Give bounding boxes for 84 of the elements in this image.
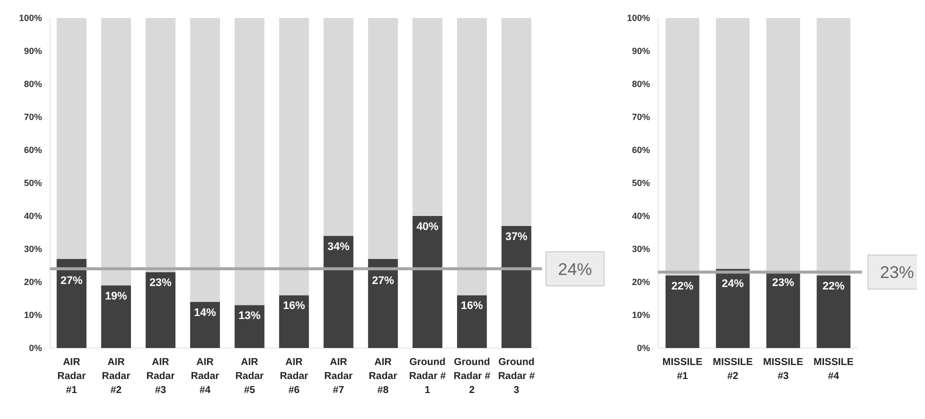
x-tick-label: AIR Radar #4	[190, 357, 220, 396]
data-label: 23%	[772, 277, 794, 290]
data-label: 19%	[105, 290, 128, 302]
ref-line-label: 23%	[880, 263, 914, 282]
data-label: 23%	[150, 277, 172, 290]
y-tick-label: 90%	[24, 46, 42, 56]
x-tick-label: Ground Radar # 2	[454, 357, 491, 396]
bar	[716, 268, 750, 348]
y-tick-label: 70%	[632, 112, 650, 122]
x-tick-label: MISSILE #2	[712, 357, 754, 382]
y-tick-label: 50%	[24, 178, 42, 188]
bar	[457, 295, 487, 348]
bar	[146, 18, 176, 272]
bar	[368, 18, 398, 259]
bar	[56, 18, 86, 259]
y-tick-label: 80%	[24, 79, 42, 90]
x-tick-label: AIR Radar #1	[57, 357, 86, 396]
x-tick-label: AIR Radar #8	[368, 357, 398, 396]
bar	[190, 302, 220, 348]
bar	[412, 18, 442, 216]
data-label: 37%	[505, 230, 528, 243]
bar	[324, 236, 354, 348]
y-tick-label: 60%	[632, 145, 650, 156]
y-tick-label: 30%	[632, 244, 650, 254]
y-tick-label: 90%	[632, 46, 650, 56]
data-label: 34%	[327, 240, 350, 253]
bar	[279, 295, 309, 348]
x-tick-label: MISSILE #3	[763, 357, 804, 382]
y-tick-label: 0%	[28, 343, 42, 354]
x-tick-label: AIR Radar #3	[146, 357, 175, 396]
bar	[190, 18, 220, 302]
x-tick-label: Ground Radar # 3	[498, 357, 536, 396]
x-tick-label: AIR Radar #7	[324, 357, 353, 396]
bar	[412, 216, 442, 348]
y-tick-label: 100%	[18, 13, 42, 24]
y-tick-label: 10%	[632, 310, 650, 320]
y-tick-label: 0%	[636, 343, 650, 354]
y-tick-label: 30%	[24, 244, 42, 254]
bar	[324, 18, 354, 236]
data-label: 27%	[372, 274, 394, 287]
bar	[101, 18, 131, 286]
y-tick-label: 10%	[24, 310, 42, 320]
bar	[502, 226, 532, 348]
y-tick-label: 60%	[24, 145, 42, 156]
bar	[234, 18, 264, 306]
data-label: 22%	[822, 280, 845, 292]
bar	[766, 272, 800, 348]
bar	[502, 18, 532, 226]
bar	[716, 18, 750, 269]
x-tick-label: AIR Radar #6	[280, 357, 308, 396]
x-tick-label: Ground Radar # 1	[409, 357, 446, 396]
data-label: 22%	[671, 280, 694, 292]
y-tick-label: 100%	[626, 13, 650, 24]
y-tick-label: 50%	[632, 178, 650, 188]
bar	[816, 275, 850, 348]
x-tick-label: AIR Radar #2	[102, 357, 130, 396]
data-label: 16%	[282, 300, 306, 312]
bar	[146, 272, 176, 348]
y-tick-label: 20%	[24, 277, 42, 288]
bar	[666, 18, 700, 276]
y-tick-label: 40%	[24, 211, 42, 222]
x-tick-label: MISSILE #1	[662, 357, 703, 382]
x-tick-label: AIR Radar #5	[235, 357, 264, 396]
bar	[457, 18, 487, 296]
bar	[279, 18, 309, 296]
x-tick-label: MISSILE #4	[814, 357, 854, 382]
data-label: 40%	[416, 221, 439, 233]
data-label: 16%	[460, 300, 484, 312]
data-label: 24%	[722, 278, 744, 290]
bar	[56, 258, 86, 348]
bar	[816, 18, 850, 276]
ref-line-label: 24%	[558, 260, 592, 279]
data-label: 27%	[60, 274, 83, 287]
bar	[666, 275, 700, 348]
data-label: 13%	[238, 310, 261, 322]
y-tick-label: 20%	[632, 277, 650, 288]
y-tick-label: 40%	[632, 211, 650, 222]
bar	[101, 285, 131, 348]
bar	[766, 18, 800, 272]
data-label: 14%	[194, 306, 216, 319]
bar	[368, 258, 398, 348]
y-tick-label: 70%	[24, 112, 42, 122]
y-tick-label: 80%	[632, 79, 650, 90]
bar	[234, 305, 264, 348]
